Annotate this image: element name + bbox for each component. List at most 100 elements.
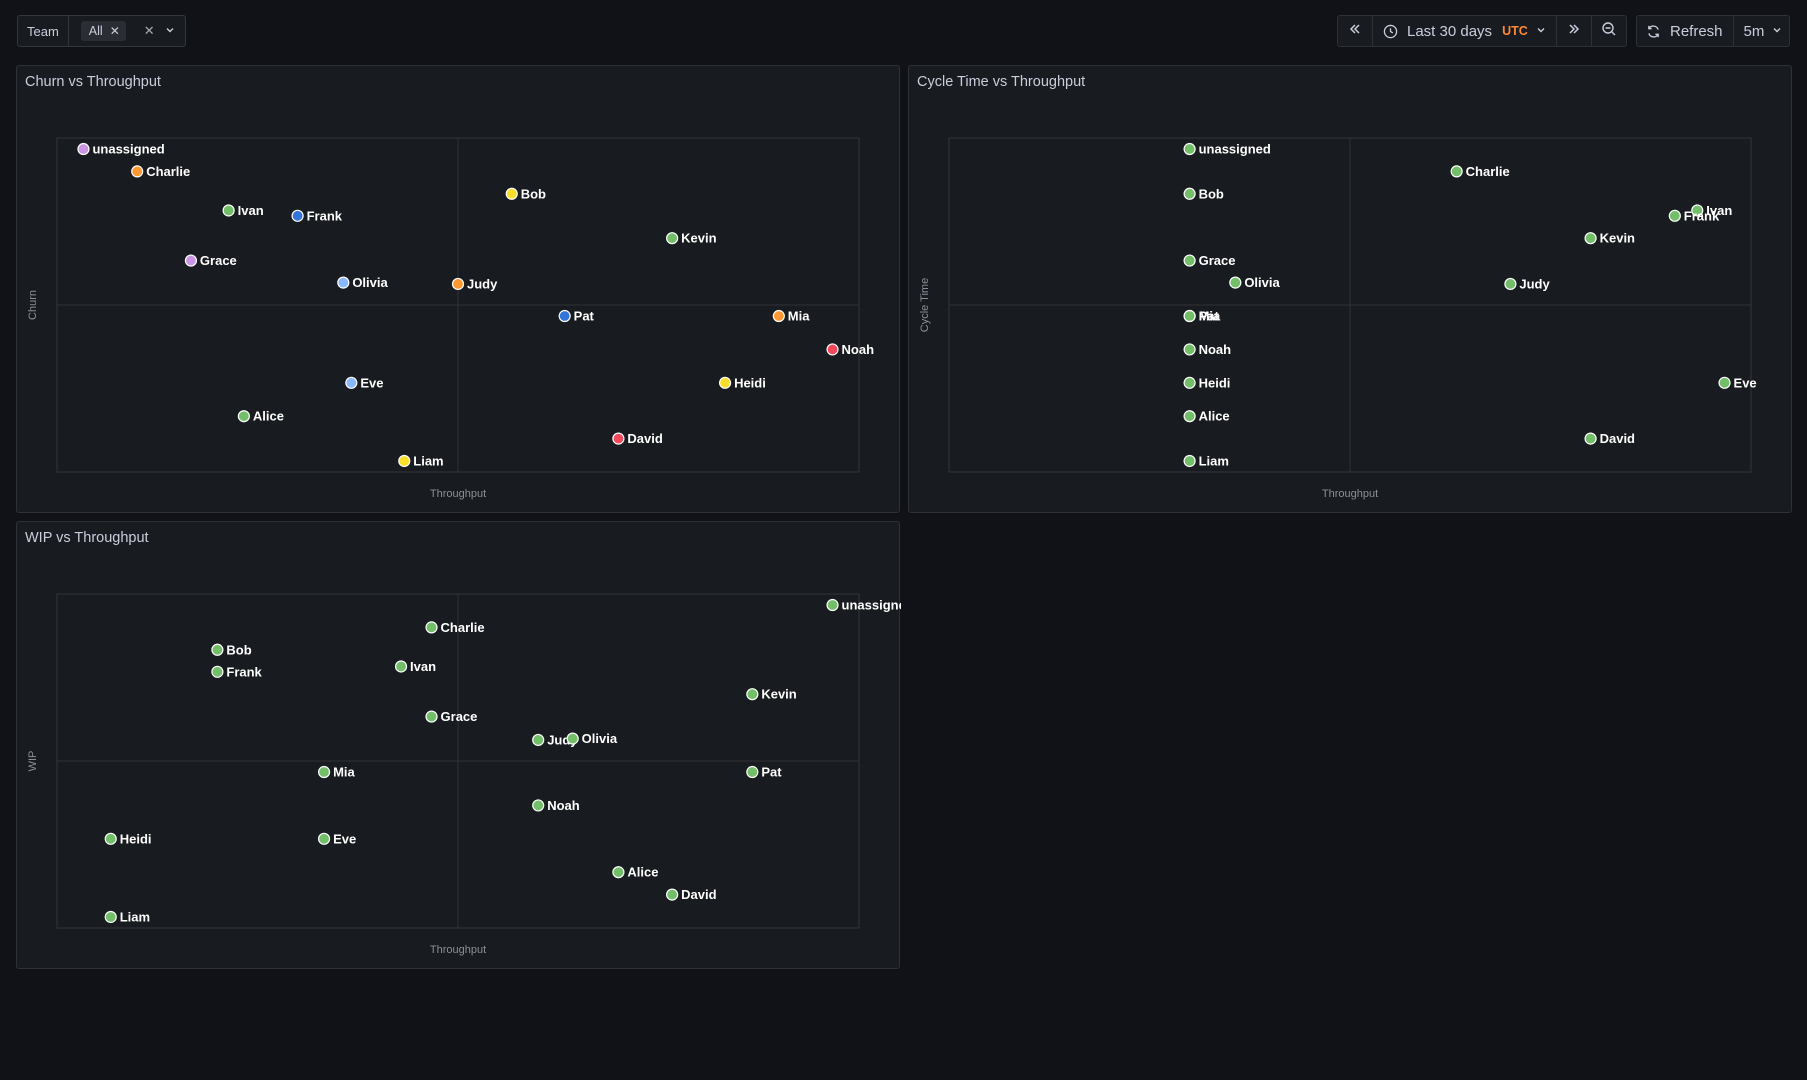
point-label: Bob — [1199, 186, 1224, 201]
point-marker — [1504, 277, 1517, 291]
point-label: Ivan — [238, 203, 264, 218]
point-label: unassigned — [842, 598, 901, 613]
point-marker — [237, 410, 250, 423]
data-point[interactable]: Eve — [1718, 375, 1757, 390]
data-point[interactable]: David — [612, 431, 663, 446]
timezone-label: UTC — [1502, 24, 1528, 38]
point-marker — [1183, 454, 1196, 468]
point-label: Heidi — [1199, 375, 1231, 390]
data-point[interactable]: Heidi — [718, 375, 766, 390]
data-point[interactable]: Charlie — [131, 164, 191, 179]
data-point[interactable]: Ivan — [1691, 203, 1733, 218]
data-point[interactable]: unassigned — [1183, 142, 1271, 157]
close-icon[interactable]: ✕ — [109, 24, 120, 38]
refresh-label: Refresh — [1670, 22, 1723, 40]
point-marker — [746, 688, 759, 701]
time-range-picker-button[interactable]: Last 30 days UTC — [1373, 16, 1557, 46]
data-point[interactable]: Charlie — [425, 620, 485, 635]
data-point[interactable]: unassigned — [77, 142, 165, 157]
point-label: Pat — [761, 765, 782, 780]
point-label: Noah — [547, 798, 580, 813]
data-point[interactable]: Olivia — [337, 275, 389, 290]
data-point[interactable]: Liam — [104, 909, 150, 924]
point-marker — [131, 165, 144, 178]
data-point[interactable]: Kevin — [666, 231, 717, 246]
point-label: Ivan — [1706, 203, 1732, 218]
chevron-down-icon — [1772, 25, 1782, 38]
point-label: Ivan — [410, 659, 436, 674]
data-point[interactable]: Ivan — [222, 203, 264, 218]
data-point[interactable]: David — [1584, 431, 1635, 446]
point-marker — [1183, 376, 1196, 389]
point-marker — [451, 277, 465, 291]
data-point[interactable]: Eve — [317, 831, 357, 846]
data-point[interactable]: Liam — [398, 453, 444, 468]
chevron-down-icon[interactable] — [165, 25, 175, 38]
y-axis-label: Cycle Time — [919, 278, 931, 332]
data-point[interactable]: Heidi — [104, 831, 152, 846]
data-point[interactable]: Liam — [1183, 453, 1229, 468]
data-point[interactable]: Bob — [505, 186, 546, 201]
point-label: Judy — [1519, 276, 1550, 291]
point-marker — [532, 799, 545, 812]
point-marker — [345, 376, 358, 389]
data-point[interactable]: Alice — [612, 865, 659, 880]
time-shift-forward-button[interactable] — [1557, 16, 1592, 46]
point-label: Grace — [1199, 253, 1236, 268]
data-point[interactable]: Charlie — [1450, 164, 1510, 179]
point-marker — [317, 765, 331, 779]
data-point[interactable]: Eve — [345, 375, 384, 390]
data-point[interactable]: Bob — [211, 642, 252, 657]
data-point[interactable]: Pat — [746, 765, 782, 780]
zoom-out-button[interactable] — [1592, 16, 1626, 46]
point-label: Bob — [226, 642, 251, 657]
data-point[interactable]: Judy — [1504, 276, 1551, 291]
point-marker — [612, 432, 625, 445]
point-label: Frank — [226, 664, 262, 679]
point-marker — [1183, 187, 1196, 200]
time-shift-back-button[interactable] — [1338, 16, 1373, 46]
data-point[interactable]: Frank — [291, 208, 343, 223]
refresh-button[interactable]: Refresh — [1637, 16, 1734, 46]
panel-title[interactable]: Cycle Time vs Throughput — [917, 74, 1086, 90]
data-point[interactable]: Noah — [826, 342, 874, 357]
data-point[interactable]: Judy — [451, 276, 499, 291]
data-point[interactable]: Pat — [558, 309, 595, 324]
data-point[interactable]: Grace — [425, 709, 477, 724]
data-point[interactable]: Frank — [211, 664, 263, 679]
data-point[interactable]: Mia — [317, 765, 356, 780]
point-label: Grace — [200, 253, 237, 268]
data-point[interactable]: Kevin — [746, 687, 797, 702]
data-point[interactable]: Frank — [1668, 208, 1720, 223]
point-label: Heidi — [120, 831, 152, 846]
data-point[interactable]: Olivia — [1229, 275, 1281, 290]
data-point[interactable]: Alice — [1183, 409, 1230, 424]
data-point[interactable]: Noah — [532, 798, 580, 813]
point-label: Charlie — [1466, 164, 1510, 179]
close-icon[interactable]: ✕ — [143, 23, 155, 38]
data-point[interactable]: Kevin — [1584, 231, 1635, 246]
team-filter-chip[interactable]: All ✕ — [80, 21, 126, 41]
data-point[interactable]: Mia — [1183, 309, 1221, 324]
data-point[interactable]: unassigned — [826, 598, 901, 613]
team-variable-filter: Team All ✕ ✕ — [17, 15, 186, 47]
data-point[interactable]: Ivan — [394, 659, 437, 674]
data-point[interactable]: Bob — [1183, 186, 1224, 201]
data-point[interactable]: Heidi — [1183, 375, 1231, 390]
data-point[interactable]: Grace — [1183, 253, 1236, 268]
data-point[interactable]: Alice — [237, 409, 284, 424]
data-point[interactable]: Olivia — [566, 731, 618, 746]
panel-title[interactable]: WIP vs Throughput — [25, 530, 149, 546]
refresh-interval-picker[interactable]: 5m — [1734, 16, 1793, 46]
point-label: Pat — [1199, 309, 1220, 324]
data-point[interactable]: Noah — [1183, 342, 1231, 357]
point-marker — [1668, 209, 1681, 222]
point-marker — [104, 910, 117, 924]
point-marker — [1183, 343, 1196, 356]
data-point[interactable]: Mia — [772, 309, 810, 324]
data-point[interactable]: Grace — [184, 253, 237, 268]
panel-title[interactable]: Churn vs Throughput — [25, 74, 161, 90]
data-point[interactable]: David — [666, 887, 717, 902]
chevrons-left-icon — [1348, 22, 1362, 40]
point-marker — [666, 232, 679, 245]
